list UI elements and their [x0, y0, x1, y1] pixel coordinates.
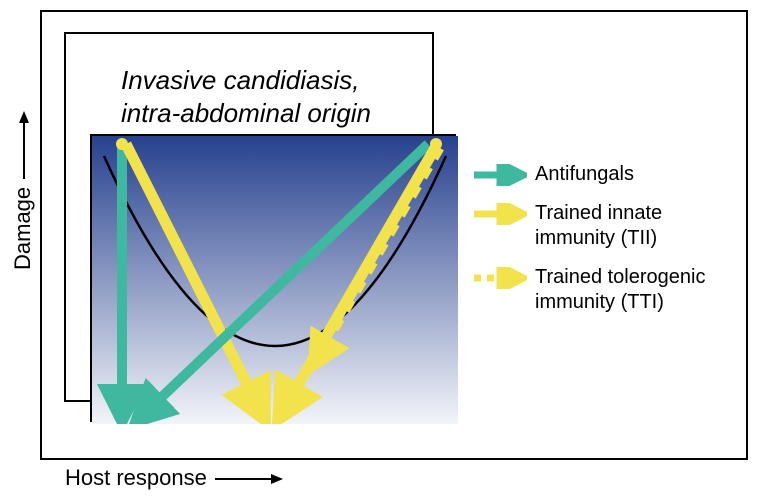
legend-label: Antifungals [535, 162, 634, 187]
plot-box [90, 134, 456, 422]
chart-title: Invasive candidiasis,intra-abdominal ori… [121, 64, 371, 129]
legend-label: Trained tolerogenic immunity (TTI) [535, 265, 742, 315]
chart-area: Invasive candidiasis,intra-abdominal ori… [64, 32, 434, 402]
plot-svg [92, 136, 458, 424]
y-axis-label: Damage [10, 111, 36, 270]
outer-frame: Invasive candidiasis,intra-abdominal ori… [40, 10, 748, 460]
x-axis-label: Host response [65, 465, 283, 491]
legend-item-tti: Trained tolerogenic immunity (TTI) [472, 265, 742, 315]
x-axis-arrow-icon [213, 472, 283, 486]
legend-arrow-antifungals [472, 164, 527, 186]
legend-label: Trained innate immunity (TII) [535, 201, 742, 251]
legend-item-antifungals: Antifungals [472, 162, 742, 187]
x-axis-text: Host response [65, 465, 207, 490]
legend-arrow-tii [472, 203, 527, 225]
legend: Antifungals Trained innate immunity (TII… [472, 162, 742, 329]
legend-arrow-tti [472, 267, 527, 289]
legend-item-tii: Trained innate immunity (TII) [472, 201, 742, 251]
y-axis-text: Damage [10, 187, 35, 270]
y-axis-arrow-icon [17, 111, 31, 181]
